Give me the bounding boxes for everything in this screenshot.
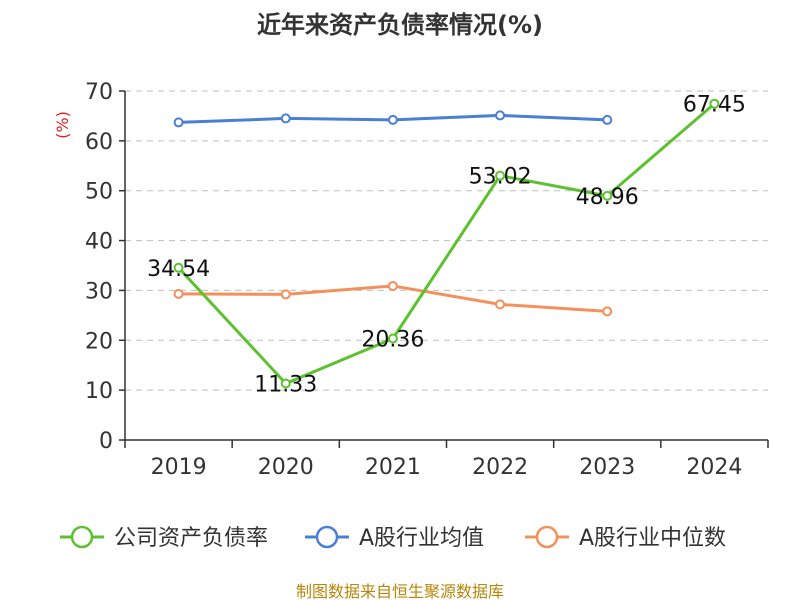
y-tick-label: 10 [85,379,113,404]
data-source-note: 制图数据来自恒生聚源数据库 [296,582,504,600]
data-label: 53.02 [469,165,532,190]
data-label: 34.54 [147,257,210,282]
y-tick-label: 20 [85,329,113,354]
grid-lines [125,90,768,391]
data-label: 20.36 [361,327,424,352]
series-point [602,190,613,201]
legend-entry-label: A股行业中位数 [579,526,726,551]
series-point [173,288,184,299]
legend-marker [315,525,339,549]
y-axis-unit-label: (%) [53,111,72,139]
y-tick-label: 30 [85,279,113,304]
x-tick-label: 2020 [258,455,314,480]
series-point [280,113,291,124]
x-tick-label: 2019 [151,455,207,480]
x-tick-label: 2021 [365,455,421,480]
legend-marker [70,525,94,549]
legend: 公司资产负债率 A股行业均值 A股行业中位数 [60,525,726,551]
y-tick-label: 50 [85,180,113,205]
series-point [602,306,613,317]
legend-marker [535,525,559,549]
data-label: 11.33 [254,373,317,398]
series-point [602,114,613,125]
legend-entry-label: A股行业均值 [359,526,484,551]
series-point [387,280,398,291]
data-labels: 34.54 11.33 20.36 53.02 48.96 67.45 [147,93,746,398]
series-point [173,262,184,273]
series-point [173,117,184,128]
y-tick-label: 70 [85,80,113,105]
y-tick-label: 40 [85,230,113,255]
chart-title: 近年来资产负债率情况(%) [257,11,543,39]
x-tick-label: 2022 [472,455,528,480]
series-point [495,299,506,310]
series-lines [173,98,720,389]
series-point [495,110,506,121]
y-tick-label: 60 [85,130,113,155]
series-line [177,102,716,386]
data-label: 48.96 [576,185,639,210]
axes: 0 10 20 30 40 50 60 70 2019 2020 2021 2022 2023 2024 [85,80,769,480]
x-tick-label: 2023 [579,455,635,480]
series-point [495,170,506,181]
series-point [280,378,291,389]
y-tick-label: 0 [99,429,113,454]
data-label: 67.45 [683,93,746,118]
series-point [387,114,398,125]
series-point [387,333,398,344]
series-point [280,289,291,300]
x-tick-label: 2024 [686,455,742,480]
legend-entry-label: 公司资产负债率 [114,526,268,551]
series-point [709,98,720,109]
